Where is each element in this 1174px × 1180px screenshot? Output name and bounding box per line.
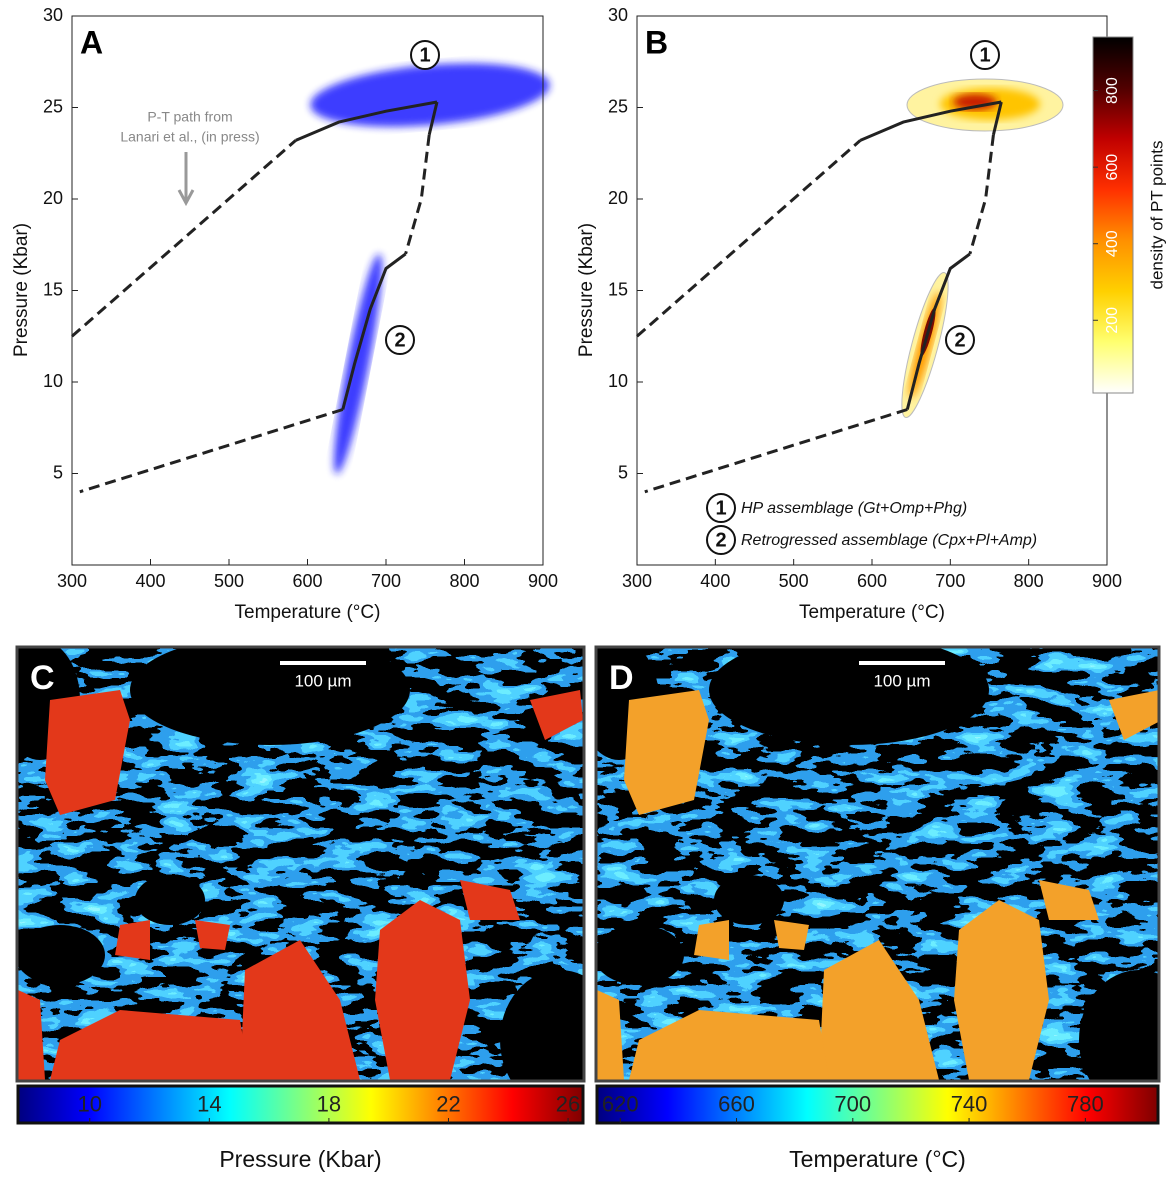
y-tick-label: 5 <box>53 462 63 482</box>
colorbar-tick-label: 600 <box>1104 154 1121 181</box>
temperature-map <box>597 648 1158 1080</box>
colorbar-tick-label: 22 <box>436 1091 460 1116</box>
legend-label: HP assemblage (Gt+Omp+Phg) <box>741 500 967 517</box>
pt-path <box>404 134 431 255</box>
panel-label: A <box>80 24 103 60</box>
x-tick-label: 300 <box>622 571 652 591</box>
colorbar-label: Pressure (Kbar) <box>219 1146 381 1172</box>
pt-path <box>636 139 862 338</box>
y-tick-label: 5 <box>618 462 628 482</box>
assemblage-number: 1 <box>979 44 990 66</box>
point-cloud <box>310 63 550 127</box>
colorbar-tick-label: 700 <box>834 1091 871 1116</box>
pressure-map <box>18 648 583 1080</box>
assemblage-marker <box>970 40 1000 70</box>
pt-path <box>79 408 344 494</box>
pt-path <box>644 408 908 494</box>
legend-label: Retrogressed assemblage (Cpx+Pl+Amp) <box>741 532 1037 549</box>
pt-path <box>427 101 439 136</box>
colorbar-label: density of PT points <box>1147 141 1166 290</box>
annotation-arrow <box>177 152 195 207</box>
y-tick-label: 20 <box>608 188 628 208</box>
x-tick-label: 800 <box>449 571 479 591</box>
x-tick-label: 600 <box>292 571 322 591</box>
colorbar-tick-label: 14 <box>197 1091 221 1116</box>
x-tick-label: 300 <box>57 571 87 591</box>
colorbar-tick-label: 740 <box>951 1091 988 1116</box>
x-tick-label: 600 <box>857 571 887 591</box>
colorbar-tick-label: 26 <box>556 1091 580 1116</box>
assemblage-marker <box>706 525 736 555</box>
assemblage-marker <box>945 325 975 355</box>
scale-bar-label: 100 µm <box>873 671 930 690</box>
y-tick-label: 10 <box>43 371 63 391</box>
pt-path <box>71 139 297 338</box>
x-tick-label: 700 <box>371 571 401 591</box>
assemblage-number: 2 <box>954 329 965 351</box>
x-tick-label: 900 <box>528 571 558 591</box>
y-tick-label: 25 <box>43 96 63 116</box>
annotation: P-T path from <box>147 109 232 125</box>
x-tick-label: 500 <box>214 571 244 591</box>
pt-path <box>968 134 995 255</box>
colorbar-tick-label: 10 <box>78 1091 102 1116</box>
assemblage-number: 2 <box>394 329 405 351</box>
pt-path <box>859 100 1002 142</box>
y-tick-label: 10 <box>608 371 628 391</box>
assemblage-marker <box>410 40 440 70</box>
assemblage-marker <box>706 493 736 523</box>
colorbar-tick-label: 800 <box>1104 77 1121 104</box>
x-tick-label: 500 <box>779 571 809 591</box>
x-axis-label: Temperature (°C) <box>235 602 381 623</box>
panel-label: B <box>645 24 668 60</box>
y-tick-label: 30 <box>608 5 628 25</box>
map-frame <box>15 645 586 1083</box>
assemblage-number: 1 <box>419 44 430 66</box>
colorbar-label: Temperature (°C) <box>789 1146 966 1172</box>
colorbar-tick-label: 780 <box>1067 1091 1104 1116</box>
y-axis-label: Pressure (Kbar) <box>576 223 597 357</box>
y-tick-label: 25 <box>608 96 628 116</box>
annotation: Lanari et al., (in press) <box>120 129 259 145</box>
panel-label: C <box>30 659 55 697</box>
scale-bar-label: 100 µm <box>294 671 351 690</box>
x-tick-label: 400 <box>135 571 165 591</box>
colorbar <box>595 1084 1160 1125</box>
assemblage-number: 2 <box>715 529 726 551</box>
pt-path <box>991 101 1003 136</box>
x-tick-label: 700 <box>935 571 965 591</box>
x-tick-label: 400 <box>700 571 730 591</box>
y-tick-label: 15 <box>43 279 63 299</box>
panel-label: D <box>609 659 634 697</box>
x-axis-label: Temperature (°C) <box>799 602 945 623</box>
colorbar-tick-label: 400 <box>1104 230 1121 257</box>
colorbar <box>16 1084 585 1125</box>
pt-path <box>905 252 971 410</box>
y-tick-label: 15 <box>608 279 628 299</box>
x-tick-label: 800 <box>1014 571 1044 591</box>
assemblage-marker <box>385 325 415 355</box>
colorbar-tick-label: 660 <box>718 1091 755 1116</box>
colorbar <box>1092 36 1134 394</box>
x-tick-label: 900 <box>1092 571 1122 591</box>
pt-path <box>295 100 438 142</box>
colorbar-tick-label: 18 <box>317 1091 341 1116</box>
map-frame <box>594 645 1161 1083</box>
pt-path <box>341 252 407 410</box>
colorbar-tick-label: 620 <box>602 1091 639 1116</box>
y-tick-label: 20 <box>43 188 63 208</box>
y-axis-label: Pressure (Kbar) <box>11 223 32 357</box>
assemblage-number: 1 <box>715 497 726 519</box>
y-tick-label: 30 <box>43 5 63 25</box>
colorbar-tick-label: 200 <box>1104 307 1121 334</box>
